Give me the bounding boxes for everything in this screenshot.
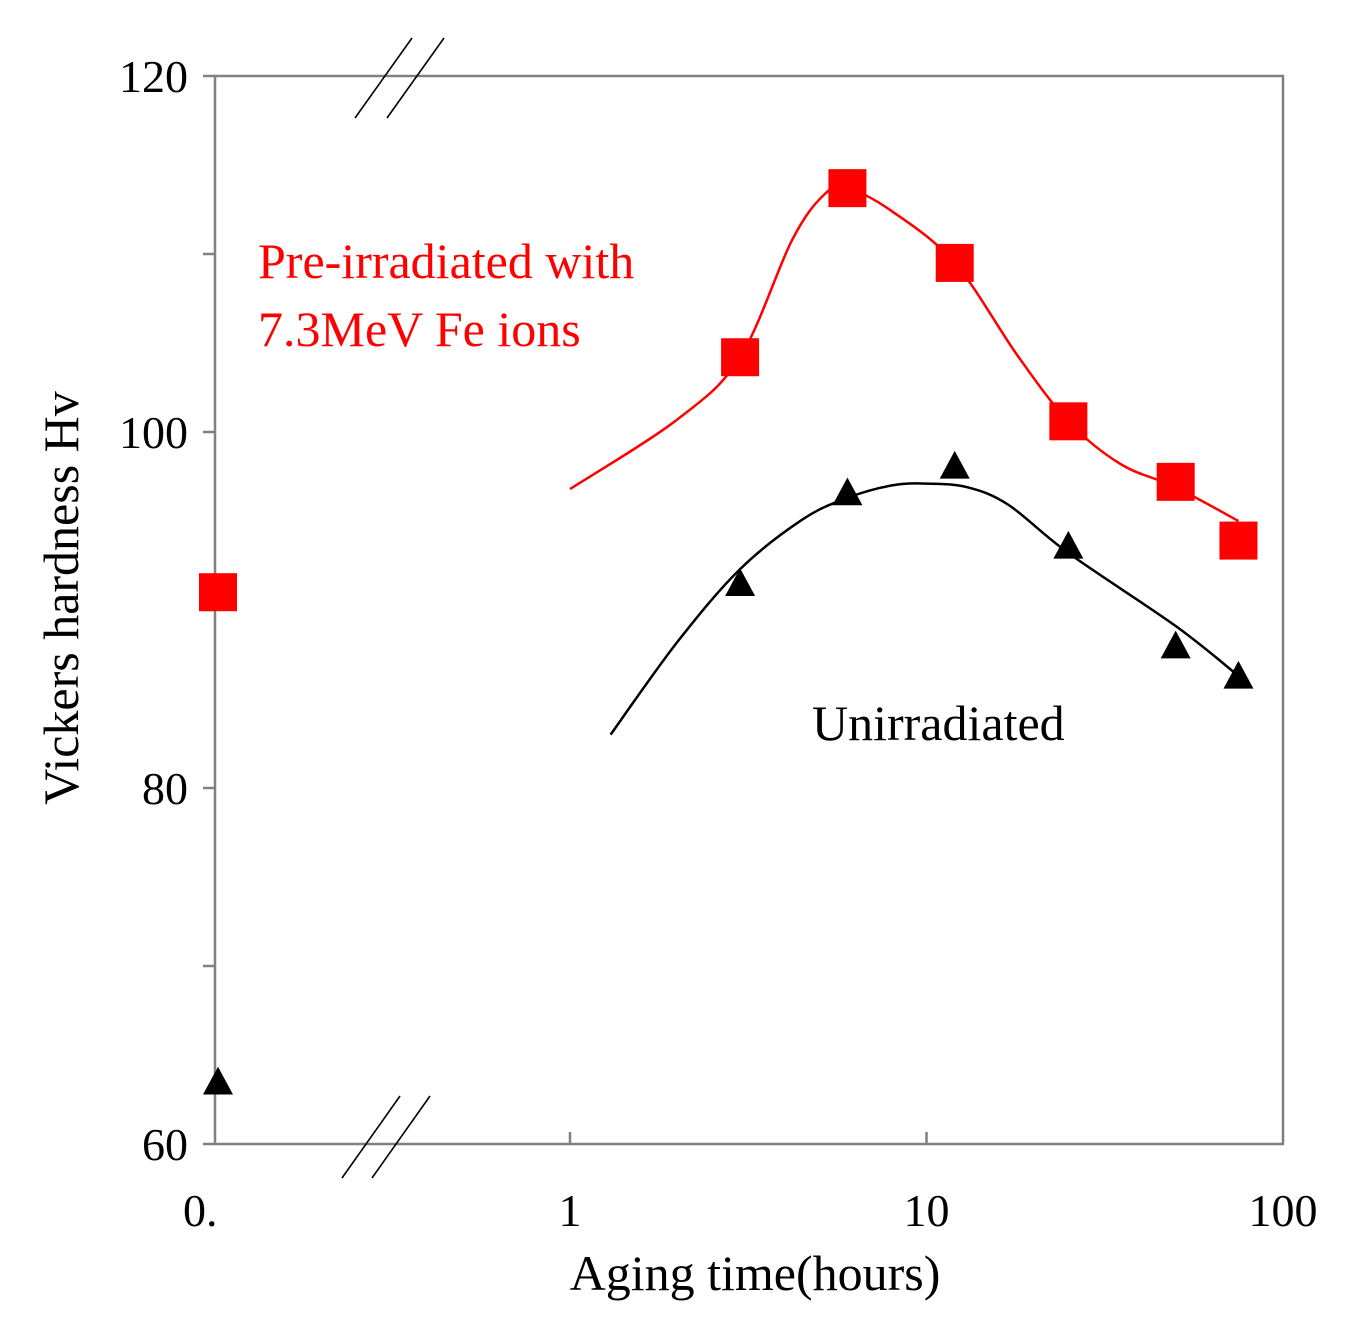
y-tick-label: 60 [142, 1119, 188, 1170]
data-point-unirradiated [725, 568, 756, 597]
data-point-pre-irradiated [1156, 462, 1195, 501]
axis-break-bottom [341, 1095, 431, 1179]
data-point-pre-irradiated [828, 169, 867, 208]
series-label-pre-irradiated-line2: 7.3MeV Fe ions [258, 301, 581, 357]
series-label-unirradiated: Unirradiated [812, 695, 1065, 751]
data-point-unirradiated [203, 1066, 233, 1095]
data-point-unirradiated [1223, 660, 1254, 689]
data-point-pre-irradiated [1049, 402, 1088, 441]
y-tick-label: 100 [119, 407, 188, 458]
x-ticks: 0. 1 10 100 [183, 1132, 1318, 1236]
data-point-pre-irradiated [721, 338, 760, 377]
data-point-unirradiated [939, 450, 970, 479]
data-markers [199, 169, 1258, 1095]
data-point-unirradiated [832, 477, 863, 506]
data-point-pre-irradiated [935, 243, 974, 282]
series-label-pre-irradiated-line1: Pre-irradiated with [258, 233, 634, 289]
x-tick-label: 0. [183, 1185, 218, 1236]
fit-curve-unirradiated [609, 482, 1240, 736]
x-tick-label: 10 [904, 1185, 950, 1236]
y-tick-label: 120 [119, 51, 188, 102]
x-tick-label: 1 [559, 1185, 582, 1236]
data-point-pre-irradiated [1219, 521, 1258, 560]
y-axis-label: Vickers hardness Hv [33, 391, 89, 805]
axis-break-top [354, 37, 445, 119]
data-point-unirradiated [1160, 630, 1191, 659]
y-ticks: 60 80 100 120 [119, 51, 215, 1170]
data-point-unirradiated [1053, 530, 1084, 559]
fit-curves [569, 185, 1240, 736]
x-axis-label: Aging time(hours) [570, 1245, 941, 1301]
fit-curve-pre-irradiated [569, 185, 1240, 523]
data-point-pre-irradiated [199, 573, 237, 612]
y-tick-label: 80 [142, 763, 188, 814]
x-tick-label: 100 [1249, 1185, 1318, 1236]
